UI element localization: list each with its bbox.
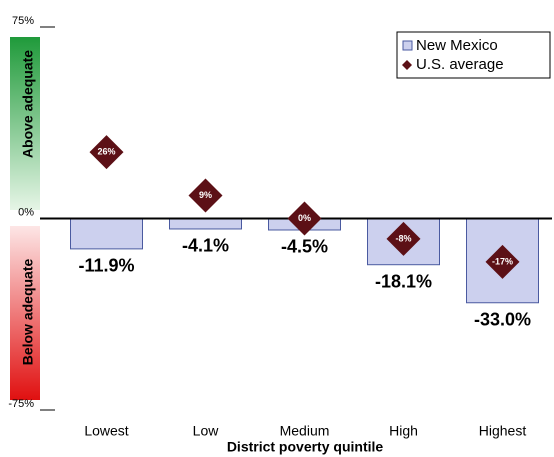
y-tick-label: 75% bbox=[12, 15, 34, 27]
above-label: Above adequate bbox=[20, 50, 36, 158]
legend-swatch bbox=[402, 60, 412, 70]
legend-label: New Mexico bbox=[416, 37, 498, 54]
diamond-marker bbox=[188, 178, 223, 213]
x-tick-label: Lowest bbox=[84, 423, 128, 439]
x-tick-label: Highest bbox=[479, 423, 527, 439]
x-tick-label: Medium bbox=[280, 423, 330, 439]
marker-value-label: -17% bbox=[492, 256, 513, 266]
bar-value-label: -18.1% bbox=[375, 271, 432, 291]
diamond-marker bbox=[287, 201, 322, 236]
bar bbox=[70, 218, 143, 250]
legend-label: U.S. average bbox=[416, 56, 504, 73]
bar-value-label: -33.0% bbox=[474, 310, 531, 330]
below-label: Below adequate bbox=[20, 259, 36, 366]
above-zone bbox=[10, 37, 40, 210]
marker-value-label: 26% bbox=[97, 146, 115, 156]
bar-value-label: -4.1% bbox=[182, 236, 229, 256]
legend-swatch bbox=[402, 40, 413, 51]
y-tick-label: -75% bbox=[8, 398, 34, 410]
diamond-marker bbox=[386, 221, 421, 256]
marker-value-label: -8% bbox=[395, 233, 411, 243]
x-tick-label: Low bbox=[193, 423, 220, 439]
bar-value-label: -4.5% bbox=[281, 237, 328, 257]
bar bbox=[169, 218, 242, 230]
marker-value-label: 9% bbox=[199, 190, 212, 200]
bar-value-label: -11.9% bbox=[78, 256, 134, 276]
x-axis-title: District poverty quintile bbox=[227, 439, 384, 455]
below-zone bbox=[10, 226, 40, 400]
x-tick-label: High bbox=[389, 423, 418, 439]
y-tick-label: 0% bbox=[18, 206, 34, 218]
marker-value-label: 0% bbox=[298, 213, 311, 223]
diamond-marker bbox=[89, 135, 124, 170]
diamond-marker bbox=[485, 244, 520, 279]
legend-box bbox=[396, 31, 551, 79]
